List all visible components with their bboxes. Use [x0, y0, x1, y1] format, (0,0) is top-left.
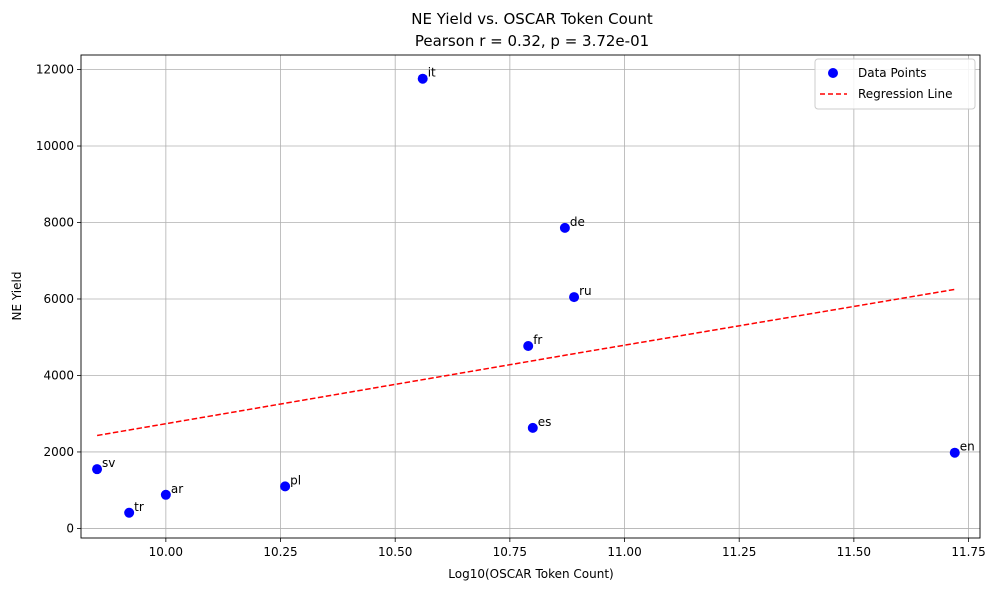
y-tick-label: 0 [66, 521, 74, 535]
data-point-label: en [960, 440, 975, 454]
x-tick-label: 10.75 [493, 545, 527, 559]
data-point [417, 73, 428, 84]
data-points-layer [92, 73, 960, 518]
regression-line-layer [96, 288, 955, 437]
data-point [559, 222, 570, 233]
data-point [124, 507, 135, 518]
point-labels-layer: it de ru fr es en sv pl ar tr [102, 66, 975, 514]
data-point-label: es [538, 415, 552, 429]
data-point-label: ru [579, 284, 592, 298]
x-tick-label: 10.00 [149, 545, 183, 559]
data-point [280, 481, 291, 492]
data-point [527, 422, 538, 433]
axis-ticks: 10.00 10.25 10.50 10.75 11.00 11.25 11.50 11.75… [36, 63, 986, 559]
x-tick-label: 11.75 [951, 545, 985, 559]
x-tick-label: 10.50 [378, 545, 412, 559]
data-point-label: sv [102, 456, 115, 470]
x-axis-label: Log10(OSCAR Token Count) [448, 567, 613, 581]
legend-label-data-points: Data Points [858, 66, 927, 80]
x-tick-label: 11.25 [722, 545, 756, 559]
legend-marker-data-points [828, 68, 838, 78]
y-tick-label: 6000 [43, 292, 74, 306]
data-point [160, 489, 171, 500]
grid [81, 55, 980, 538]
chart-title: NE Yield vs. OSCAR Token Count [411, 10, 653, 28]
data-point-label: fr [533, 333, 542, 347]
y-tick-label: 8000 [43, 216, 74, 230]
y-tick-label: 10000 [36, 139, 74, 153]
plot-frame [80, 54, 981, 539]
y-tick-label: 2000 [43, 445, 74, 459]
data-point-label: tr [134, 500, 144, 514]
data-point-label: de [570, 215, 585, 229]
x-tick-label: 10.25 [263, 545, 297, 559]
data-point-label: ar [171, 482, 183, 496]
data-point [523, 341, 534, 352]
data-point-label: pl [290, 473, 301, 487]
data-point [569, 292, 580, 303]
y-tick-label: 4000 [43, 368, 74, 382]
chart-subtitle: Pearson r = 0.32, p = 3.72e-01 [415, 32, 649, 50]
y-tick-label: 12000 [36, 63, 74, 77]
regression-line [96, 288, 955, 437]
legend-label-regression-line: Regression Line [858, 87, 952, 101]
x-tick-label: 11.00 [607, 545, 641, 559]
data-point-label: it [428, 66, 436, 80]
data-point [949, 447, 960, 458]
legend-box [814, 58, 976, 110]
legend: Data Points Regression Line [814, 58, 976, 110]
x-tick-label: 11.50 [837, 545, 871, 559]
y-axis-label: NE Yield [10, 272, 24, 321]
data-point [92, 464, 103, 475]
